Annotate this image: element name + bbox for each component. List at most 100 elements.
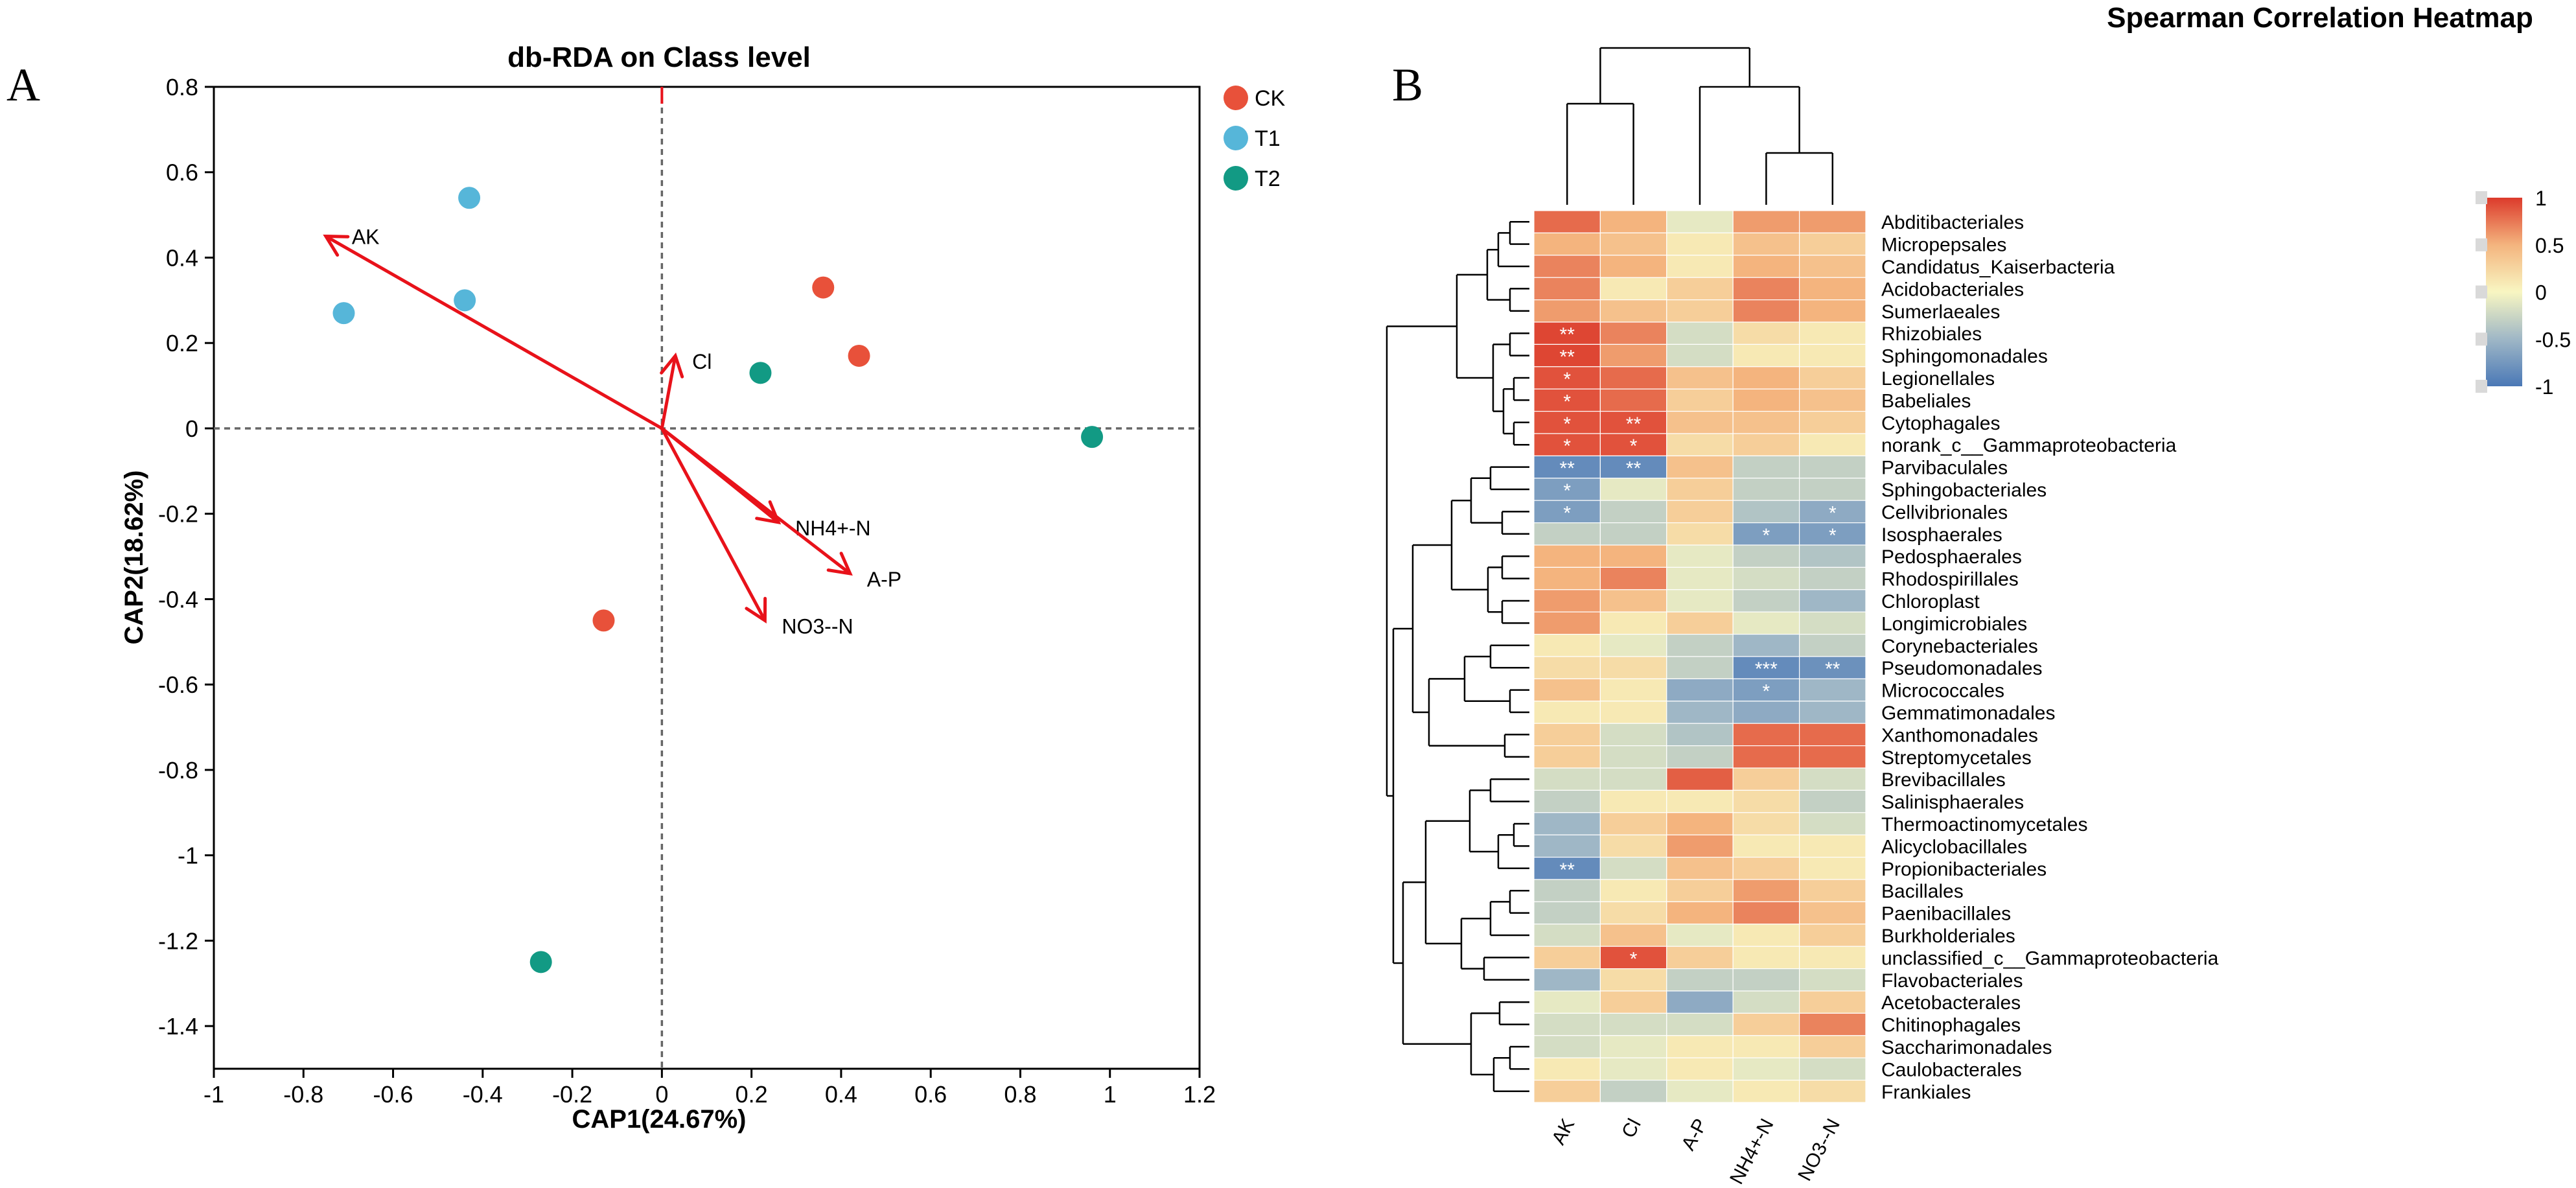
heatmap-cell — [1799, 946, 1866, 970]
heatmap-cell — [1599, 478, 1667, 501]
heatmap-cell — [1799, 566, 1866, 590]
heatmap-cell — [1799, 410, 1866, 434]
heatmap-cell — [1599, 544, 1667, 568]
x-tick-label: -0.8 — [283, 1081, 323, 1108]
heatmap-cell — [1533, 745, 1601, 769]
colorbar-tick — [2476, 332, 2487, 346]
significance-mark: ** — [1560, 458, 1575, 480]
heatmap-cell — [1599, 767, 1667, 791]
significance-mark: ** — [1560, 859, 1575, 881]
colorbar-tick — [2476, 238, 2487, 251]
heatmap-cell — [1533, 478, 1601, 501]
heatmap-cell — [1799, 277, 1866, 301]
panel-label-b: B — [1392, 59, 1423, 111]
point-T2 — [1081, 426, 1104, 448]
significance-mark: * — [1563, 480, 1571, 502]
heatmap-cell — [1732, 856, 1800, 880]
row-label: Longimicrobiales — [1881, 613, 2027, 635]
y-tick-label: 0 — [185, 415, 198, 442]
row-label: Propionibacteriales — [1881, 859, 2047, 880]
significance-mark: ** — [1560, 347, 1575, 368]
heatmap-cell — [1732, 388, 1800, 412]
row-label: Caulobacterales — [1881, 1059, 2022, 1080]
point-CK — [592, 609, 615, 632]
heatmap-cell — [1533, 255, 1601, 278]
heatmap-cell — [1599, 255, 1667, 278]
row-label: Bacillales — [1881, 881, 1964, 902]
heatmap-cell — [1533, 633, 1601, 657]
heatmap-cell — [1599, 388, 1667, 412]
heatmap-cell — [1732, 834, 1800, 858]
x-tick-label: -0.6 — [373, 1081, 413, 1108]
significance-mark: * — [1829, 525, 1837, 546]
heatmap-cell — [1799, 611, 1866, 635]
heatmap-cell — [1533, 789, 1601, 813]
heatmap-cell — [1666, 455, 1734, 479]
rda-title: db-RDA on Class level — [507, 41, 811, 73]
heatmap-cell — [1666, 344, 1734, 367]
heatmap-cell — [1599, 589, 1667, 612]
heatmap-cell — [1799, 723, 1866, 747]
row-label: Legionellales — [1881, 368, 1995, 390]
heatmap-cell — [1599, 344, 1667, 367]
row-label: unclassified_c__Gammaproteobacteria — [1881, 948, 2219, 969]
heatmap-cell — [1533, 834, 1601, 858]
colorbar-tick-label: 0.5 — [2535, 234, 2564, 257]
heatmap-cell — [1732, 1057, 1800, 1081]
x-tick-label: 0.4 — [825, 1081, 857, 1108]
heatmap-cell — [1732, 500, 1800, 524]
heatmap-cell — [1533, 723, 1601, 747]
heatmap-cell — [1799, 366, 1866, 390]
heatmap-cell — [1666, 321, 1734, 345]
rda-x-axis-label: CAP1(24.67%) — [572, 1105, 746, 1134]
colorbar-tick-label: -1 — [2535, 375, 2553, 399]
heatmap-cell — [1666, 566, 1734, 590]
row-label: Streptomycetales — [1881, 747, 2032, 769]
arrow-A-P-head — [826, 552, 853, 576]
heatmap-cell — [1799, 1057, 1866, 1081]
colorbar-tick-label: -0.5 — [2535, 328, 2571, 351]
heatmap-cell — [1599, 745, 1667, 769]
heatmap-row-labels: AbditibacterialesMicropepsalesCandidatus… — [1881, 212, 2219, 1103]
row-label: Paenibacillales — [1881, 903, 2011, 925]
heatmap-cell — [1599, 879, 1667, 903]
heatmap-cell — [1666, 255, 1734, 278]
heatmap-cell — [1799, 1012, 1866, 1036]
arrow-NH4+-N-head — [755, 500, 782, 525]
row-label: Saccharimonadales — [1881, 1037, 2052, 1058]
x-tick-label: 0.2 — [736, 1081, 768, 1108]
arrow-A-P-shaft — [660, 426, 852, 575]
heatmap-cell — [1666, 1012, 1734, 1036]
heatmap-cell — [1599, 500, 1667, 524]
heatmap-cell — [1533, 767, 1601, 791]
heatmap-cell — [1533, 589, 1601, 612]
heatmap-cell — [1599, 701, 1667, 724]
row-label: Candidatus_Kaiserbacteria — [1881, 257, 2115, 278]
heatmap-cell — [1599, 210, 1667, 234]
heatmap-cell — [1666, 723, 1734, 747]
row-label: Chloroplast — [1881, 591, 1980, 612]
rda-reference-lines — [214, 87, 1200, 1069]
significance-mark: * — [1763, 681, 1770, 703]
row-label: Gemmatimonadales — [1881, 703, 2055, 724]
heatmap-cell — [1599, 611, 1667, 635]
heatmap-cell — [1666, 946, 1734, 970]
heatmap-cell — [1799, 968, 1866, 992]
significance-mark: * — [1630, 436, 1638, 457]
arrow-NO3--N-label: NO3--N — [782, 614, 853, 638]
heatmap-cell — [1599, 1057, 1667, 1081]
y-tick-label: 0.4 — [166, 244, 198, 271]
legend-marker-T2 — [1224, 166, 1248, 191]
heatmap-cell — [1799, 701, 1866, 724]
heatmap-cell — [1666, 299, 1734, 323]
y-tick-label: -1.2 — [158, 927, 198, 954]
heatmap-cell — [1732, 879, 1800, 903]
heatmap-cell — [1799, 856, 1866, 880]
row-label: Rhodospirillales — [1881, 569, 2019, 590]
arrow-NO3--N-head — [745, 596, 767, 623]
heatmap-cell — [1799, 388, 1866, 412]
heatmap-cell — [1666, 232, 1734, 256]
heatmap-cell — [1666, 500, 1734, 524]
heatmap-cell — [1799, 1035, 1866, 1058]
